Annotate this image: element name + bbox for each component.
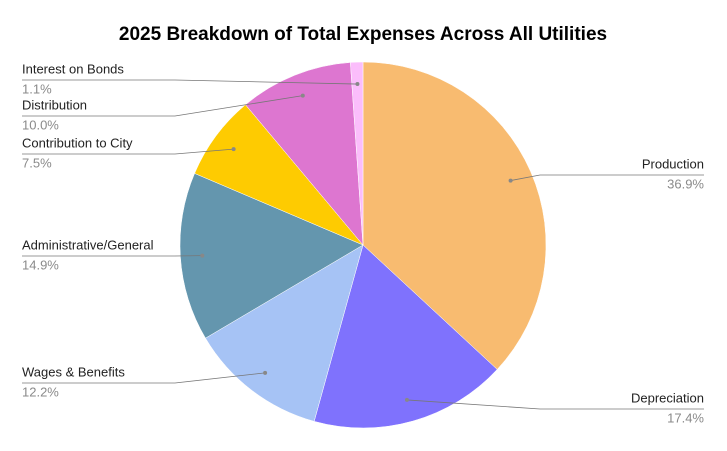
slice-label: Interest on Bonds <box>22 61 124 76</box>
value-label: 7.5% <box>22 155 52 170</box>
slice-label: Distribution <box>22 97 87 112</box>
value-label: 36.9% <box>667 176 704 191</box>
leader-dot <box>300 93 305 98</box>
leader-dot <box>508 178 513 183</box>
leader-line <box>22 95 303 117</box>
leader-dot <box>263 370 268 375</box>
leader-line <box>510 174 704 181</box>
pie-slice <box>350 61 364 246</box>
leader-dot <box>200 253 205 258</box>
value-label: 10.0% <box>22 117 59 132</box>
leader-dot <box>355 82 360 87</box>
slice-label: Production <box>642 156 704 171</box>
pie-slice <box>313 244 498 429</box>
slice-label: Administrative/General <box>22 237 154 252</box>
slice-label: Wages & Benefits <box>22 364 125 379</box>
pie-slice <box>362 61 547 370</box>
leader-dot <box>231 147 236 152</box>
pie-slice <box>245 62 364 246</box>
leader-dot <box>404 397 409 402</box>
value-label: 12.2% <box>22 384 59 399</box>
pie-slice <box>205 244 364 422</box>
pie-slice <box>179 173 364 339</box>
value-label: 17.4% <box>667 410 704 425</box>
value-label: 1.1% <box>22 81 52 96</box>
leader-line <box>406 399 704 410</box>
slice-label: Contribution to City <box>22 135 133 150</box>
slice-label: Depreciation <box>631 390 704 405</box>
value-label: 14.9% <box>22 257 59 272</box>
chart-title: 2025 Breakdown of Total Expenses Across … <box>119 24 607 45</box>
leader-line <box>22 372 266 384</box>
leader-line <box>22 79 358 85</box>
leader-line <box>22 148 234 155</box>
